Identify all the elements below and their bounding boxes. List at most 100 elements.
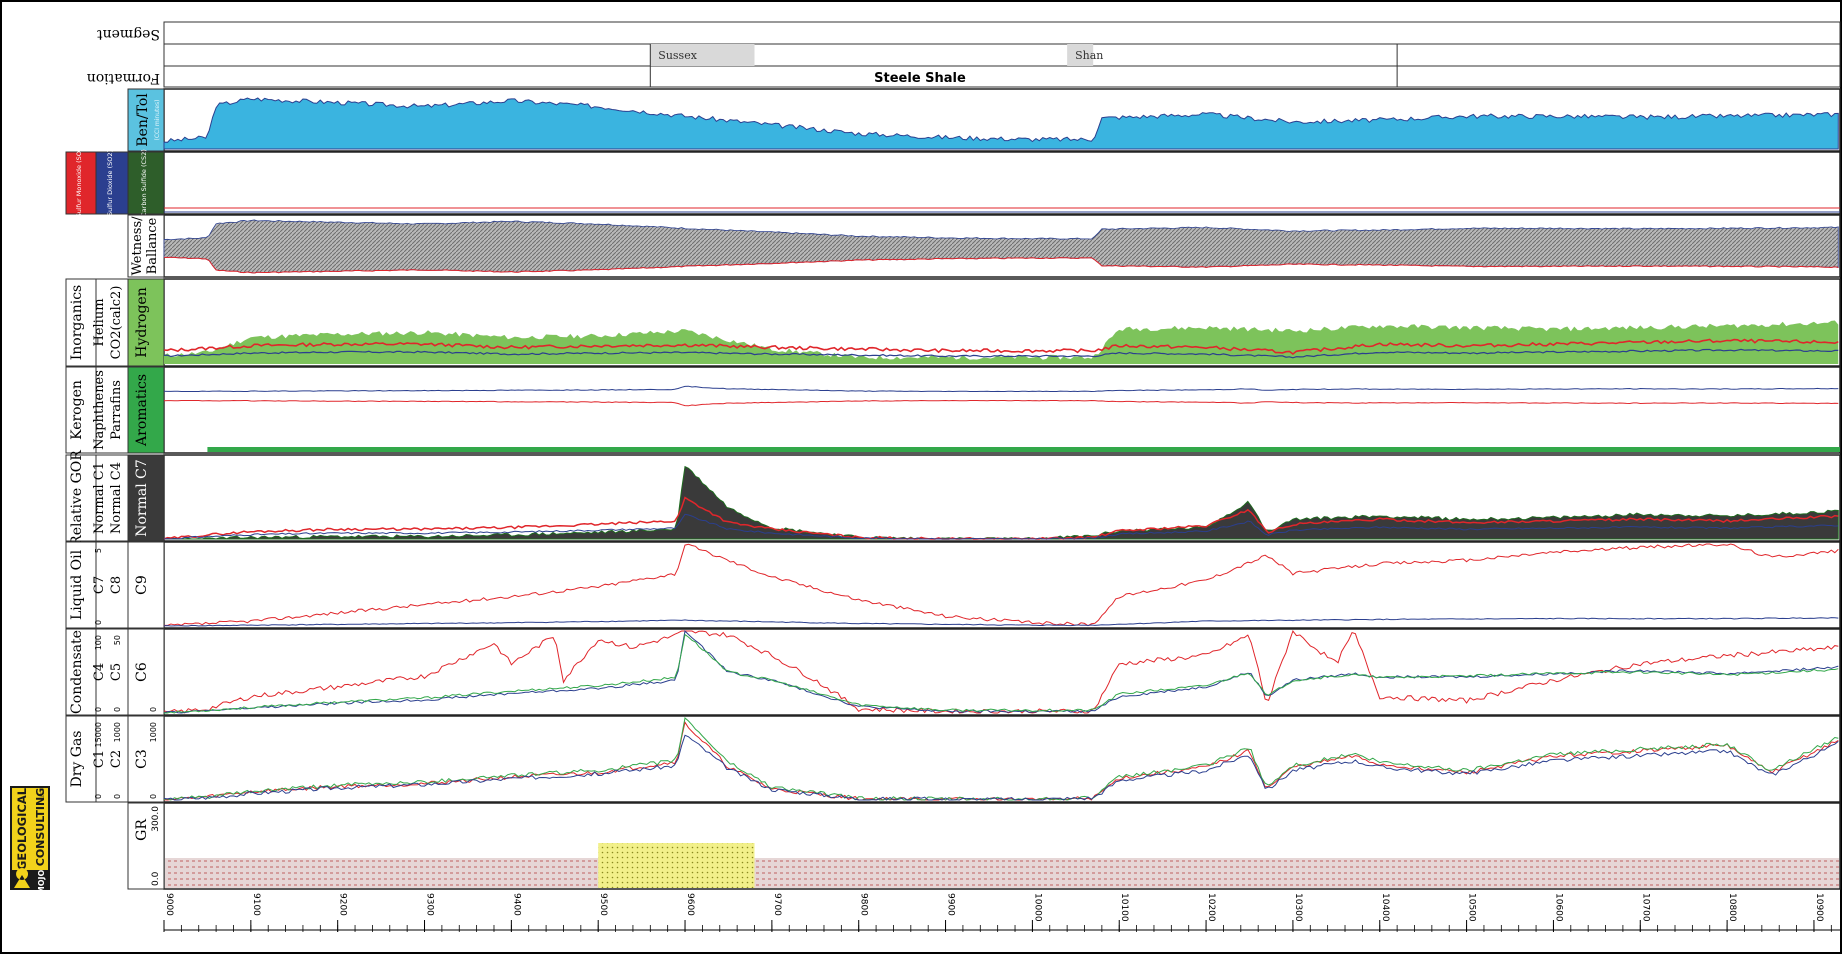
- condensate-c6-line: [164, 633, 1839, 714]
- condensate-label-1: C4: [92, 663, 107, 681]
- liquid-label-1: C7: [92, 576, 107, 594]
- axis-tick-label: 10600: [1553, 893, 1563, 922]
- track-frame-cond: [163, 628, 1841, 716]
- wetness-label-box: Wetness/ Ballance: [127, 214, 165, 278]
- gr-label: GR: [134, 819, 150, 841]
- axis-tick-label: 10700: [1640, 893, 1650, 922]
- dry-c3-line: [163, 734, 1839, 801]
- liquid-c7-line: [164, 543, 1839, 627]
- dry-gas-scale-max: 1000: [149, 722, 158, 742]
- logo-line2: CONSULTING: [34, 788, 47, 867]
- liquid-label-title: Liquid Oil: [69, 549, 85, 620]
- axis-tick-label: 10500: [1467, 893, 1477, 922]
- segment-label: Segment: [97, 26, 160, 42]
- formation-member-box: [1067, 44, 1094, 66]
- naphthenes-line: [163, 399, 1839, 407]
- co2-line: [163, 338, 1839, 356]
- condensate-scale-min: 0: [113, 707, 122, 712]
- sulfur-dioxide-label: Sulfur Dioxide (SO2): [106, 150, 114, 216]
- dry-gas-label-2: C2: [109, 750, 124, 768]
- axis-tick-label: 9200: [338, 893, 348, 916]
- inorganics-label-1: Helium: [92, 298, 107, 346]
- gor-label-col: [95, 454, 129, 542]
- inorganics-label-col: [65, 278, 97, 367]
- track-frame-kero: [163, 366, 1841, 454]
- logo-person-icon: [14, 868, 30, 888]
- depth-axis: 9000 9100 9200 9300 9400 9500 9600 9700 9800 9900…: [163, 893, 1840, 932]
- ben-tol-sublabel: (CCI minutes): [154, 99, 161, 140]
- gor-label-2: Normal C4: [109, 462, 124, 534]
- formation-member-box: [650, 44, 755, 66]
- dry-gas-scale-min: 0: [149, 794, 158, 799]
- liquid-c8-line: [163, 617, 1839, 627]
- balance-line: [163, 256, 1839, 274]
- formation-track: Sussex Shan Formation Steele Shale: [87, 43, 1841, 88]
- liquid-label-2: C8: [109, 576, 124, 594]
- helium-line: [163, 348, 1839, 359]
- kerogen-label-col: [95, 366, 129, 454]
- axis-tick-label: 10100: [1119, 893, 1129, 922]
- liquid-label-col: [95, 541, 129, 629]
- axis-tick-label: 9800: [859, 893, 869, 916]
- liquid-scale-max: 5: [94, 548, 103, 553]
- dry-gas-scale-max: 1000: [113, 722, 122, 742]
- kerogen-label-col: [127, 366, 165, 454]
- axis-tick-label: 9600: [685, 893, 695, 916]
- liquid-scale-min: 0: [94, 620, 103, 625]
- axis-tick-label: 9500: [598, 893, 608, 916]
- track-frame-liq: [163, 541, 1841, 629]
- dry-gas-label-col: [95, 715, 129, 803]
- gor-c1-line: [163, 496, 1839, 540]
- condensate-label-col: [127, 628, 165, 716]
- gor-c4-line: [163, 513, 1839, 540]
- axis-tick-label: 10900: [1814, 893, 1824, 922]
- axis-tick-label: 9000: [164, 893, 174, 916]
- kerogen-label-col: [65, 366, 97, 454]
- formation-label: Formation: [87, 70, 160, 86]
- dry-gas-scale-min: 0: [94, 794, 103, 799]
- condensate-scale-min: 0: [94, 707, 103, 712]
- logo-suffix: LLC: [40, 792, 45, 799]
- gr-shale-fill: [165, 858, 1839, 888]
- gr-scale-max: 300.0: [151, 806, 161, 832]
- liquid-label-col: [127, 541, 165, 629]
- formation-member-label: Shan: [1075, 49, 1103, 62]
- axis-tick-label: 10000: [1032, 893, 1042, 922]
- dry-gas-label-col: [127, 715, 165, 803]
- ben-tol-area: [163, 97, 1839, 150]
- dry-gas-scale-min: 0: [113, 794, 122, 799]
- inorganics-label-3: Hydrogen: [134, 287, 150, 357]
- gr-label-col: [127, 802, 165, 890]
- gr-scale-min: 0.0: [151, 871, 161, 886]
- segment-track: Segment: [97, 21, 1841, 45]
- dry-c1-line: [163, 721, 1839, 801]
- carbon-sulfide-label: Carbon Sulfide (CS2): [140, 149, 148, 217]
- liquid-label-3: C9: [134, 575, 150, 595]
- axis-tick-label: 9900: [946, 893, 956, 916]
- gor-label-col: [127, 454, 165, 542]
- dry-gas-label-3: C3: [134, 749, 150, 769]
- formation-member-label: Sussex: [658, 49, 697, 62]
- axis-tick-label: 10300: [1293, 893, 1303, 922]
- axis-tick-label: 9700: [772, 893, 782, 916]
- liquid-label-col: [65, 541, 97, 629]
- sulfur-label-group: Sulfur Monoxide (SO) Sulfur Dioxide (SO2…: [65, 149, 165, 217]
- gor-label-col: [65, 454, 97, 542]
- kerogen-label-1: Naphthenes: [92, 370, 107, 450]
- dry-gas-scale-max: 15000: [94, 722, 103, 747]
- gor-label-title: Relative GOR: [69, 450, 85, 546]
- condensate-scale-min: 0: [149, 707, 158, 712]
- inorganics-label-title: Inorganics: [69, 285, 85, 361]
- track-frame-sulfur: [163, 151, 1841, 215]
- axis-tick-label: 9300: [425, 893, 435, 916]
- condensate-label-col: [65, 628, 97, 716]
- condensate-scale-max: 100: [94, 635, 103, 650]
- dry-c2-line: [163, 717, 1839, 801]
- condensate-label-title: Condensate: [69, 630, 85, 714]
- aromatics-bar: [207, 447, 1841, 452]
- formation-name: Steele Shale: [874, 71, 966, 86]
- dry-gas-label-title: Dry Gas: [69, 731, 85, 788]
- logo-brand: MOJO: [37, 870, 46, 895]
- track-frame-dry: [163, 715, 1841, 803]
- inorganics-label-2: CO2(calc2): [109, 286, 124, 360]
